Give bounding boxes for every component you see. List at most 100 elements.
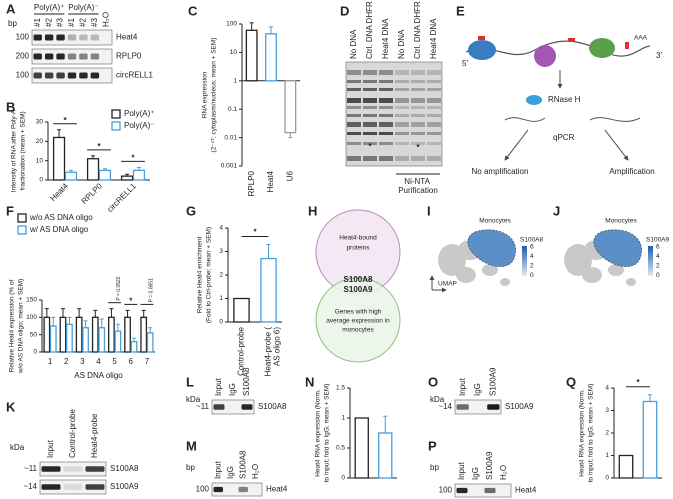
bar [86,158,100,181]
bar [146,332,154,353]
colorbar-tick: 0 [656,272,660,279]
bar [98,169,112,181]
bar [114,330,122,353]
gel-band [33,34,42,41]
y-axis-label: w/o AS DNA oligo; mean + SEM) [18,279,25,374]
sig-label: P = 0.0522 [116,276,122,300]
x-tick-label: 2 [64,357,69,366]
gel-band [33,72,42,79]
y-tick-label: 0.01 [224,134,237,141]
colorbar-tick: 6 [656,244,660,251]
y-axis-label: Relative Heat4 enrichment [197,237,204,314]
band-name: S100A8 [110,464,139,473]
gel-band [63,466,83,472]
gel-band [44,53,54,60]
diagram-e-shapes [465,36,651,161]
bar [265,33,277,82]
set-b-label: Genes with high [335,309,382,316]
blot-band [411,132,425,135]
gel-band [67,72,77,79]
blot [345,61,443,167]
blot-band [427,114,441,117]
band-size: 200 [16,52,30,61]
gel-strip [454,483,512,498]
y-tick-label: 0 [219,319,223,326]
band-size: 100 [16,33,30,42]
blot-band [427,122,441,127]
y-tick-label: 0.001 [221,163,238,170]
blot-band [347,114,361,117]
y-axis-label: to Input; fold to IgG; mean + SEM) [324,384,331,483]
x-tick-label: 6 [129,357,134,366]
marker: * [368,142,372,151]
three-prime: 3' [656,51,662,60]
blot-band [363,142,377,145]
gel-band [63,484,83,490]
y-tick-label: 3 [219,248,223,255]
lane-label: No DNA [349,29,358,59]
five-prime: 5' [462,59,468,68]
x-tick-label: 5 [112,357,117,366]
bar [618,454,634,479]
gel-band [67,53,77,60]
gel-band [238,486,248,493]
panel-label: I [427,203,431,218]
blot-band [379,156,393,161]
sig-label: * [129,297,133,306]
overlap-gene: S100A9 [344,285,373,294]
blot-band [379,106,393,109]
y-axis-label: Heat4 RNA expression (Norm. [315,389,322,477]
outcome: No amplification [472,167,529,176]
gel-band [241,404,253,410]
blot-band [363,106,377,109]
blot-band [395,70,409,75]
gel-unit: kDa [430,395,445,404]
colorbar-tick: 2 [656,263,660,270]
blot-band [379,142,393,145]
y-tick-label: 1 [219,295,223,302]
blot-band [347,122,361,127]
set-b-label: monocytes [342,327,374,334]
band-name: RPLP0 [116,52,142,61]
gel-strip [31,29,113,46]
legend-swatch [17,213,27,223]
blot-band [411,114,425,117]
gel-band [79,53,88,60]
blot-band [411,98,425,103]
gel-band [56,34,65,41]
x-tick-label: RPLP0 [80,181,105,206]
bar [108,316,115,353]
blot-band [363,114,377,117]
blot-band [379,88,393,91]
y-tick-label: 0 [33,349,37,356]
y-tick-label: 2 [219,272,223,279]
y-tick-label: 10 [36,157,44,164]
lane-label: Input [458,377,467,396]
y-axis-label: Heat4 RNA expression (Norm. [579,389,586,477]
band-name: S100A9 [505,402,534,411]
gel-band [90,34,100,41]
blot-band [411,80,425,83]
y-axis-label: Intensity of RNA after Poly-A [11,109,18,192]
panel-label: P [428,438,437,453]
gel-band [44,34,54,41]
gel-band [79,34,88,41]
overlap-gene: S100A8 [344,275,373,284]
lane-label: S100A8 [242,367,251,396]
umap-cluster [500,278,510,286]
lane-label: H₂O [251,464,260,479]
bar [245,29,258,82]
band-name: S100A9 [110,482,139,491]
umap-monocytes [593,229,642,267]
gel-strip [211,482,263,497]
x-tick-label: 4 [96,357,101,366]
bar [140,316,148,353]
umap-axis: UMAP [438,281,457,288]
blot-band [411,122,425,127]
colorbar-tick: 6 [530,244,534,251]
y-tick-label: 30 [36,119,44,126]
gel-strip [39,479,107,495]
blot-band [427,142,441,145]
blot-band [379,98,393,103]
blot-band [427,156,441,161]
